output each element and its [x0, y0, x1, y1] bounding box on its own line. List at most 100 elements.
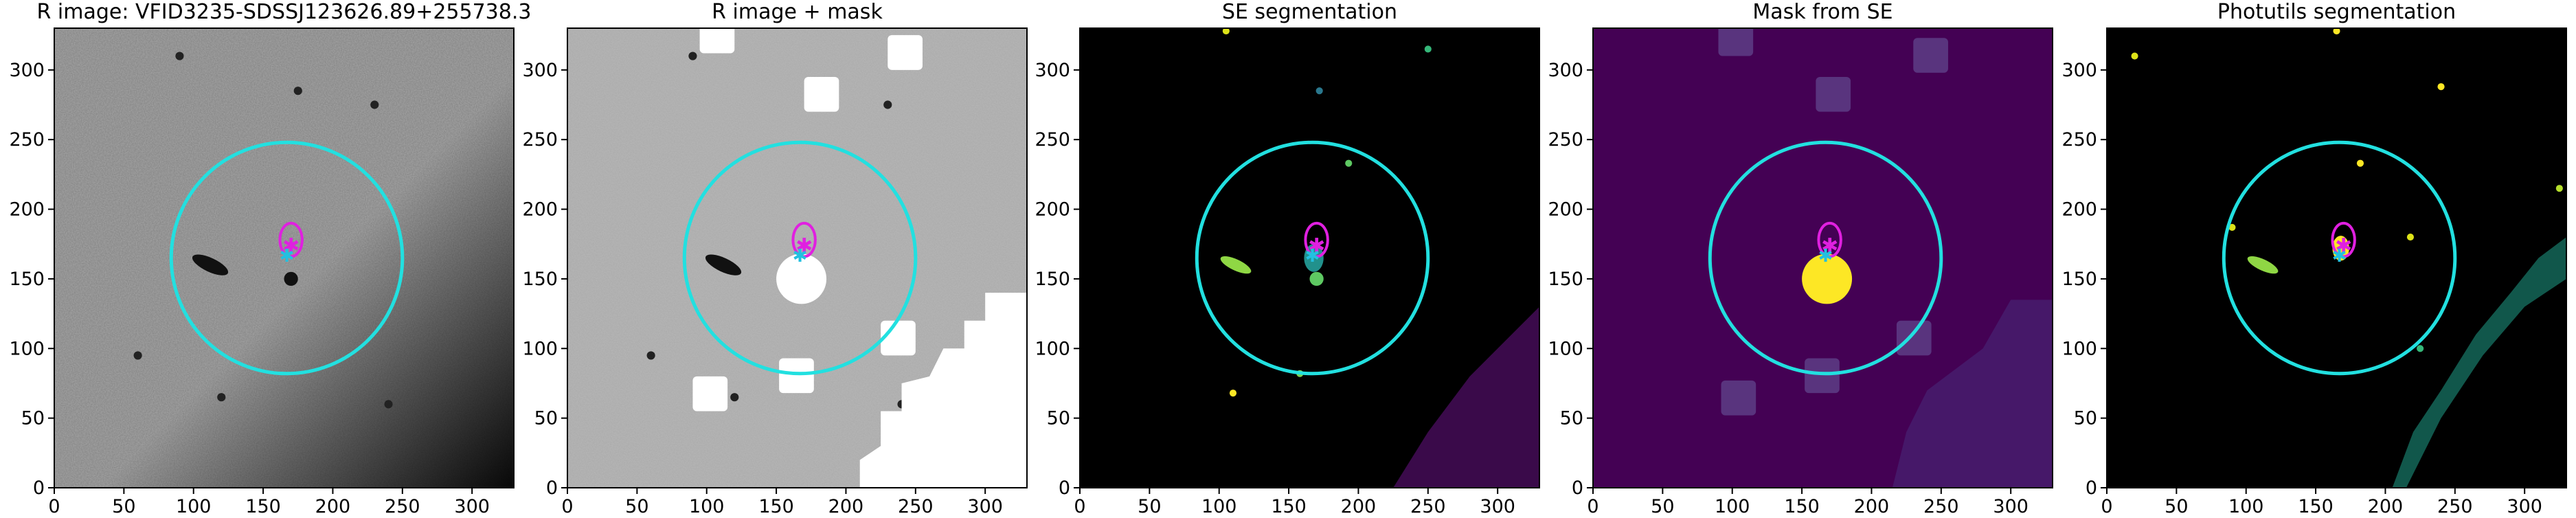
y-tick-label: 250 [1548, 129, 1583, 150]
source [776, 254, 827, 304]
marker: ✱ [1308, 234, 1325, 258]
mask-box [804, 76, 839, 112]
x-tick-label: 250 [2437, 496, 2473, 515]
y-tick-label: 300 [1548, 60, 1583, 81]
y-tick-label: 100 [522, 338, 558, 359]
source [1220, 256, 1252, 274]
panel-title: Photutils segmentation [2217, 0, 2456, 24]
source [2555, 185, 2563, 192]
x-tick-label: 100 [2228, 496, 2264, 515]
y-tick-label: 200 [522, 199, 558, 221]
source [2131, 52, 2138, 60]
x-tick-label: 100 [176, 496, 212, 515]
source [1229, 390, 1237, 397]
y-tick-label: 0 [1572, 477, 1583, 499]
x-tick-label: 300 [1480, 496, 1515, 515]
x-tick-label: 100 [1201, 496, 1237, 515]
x-tick-label: 50 [112, 496, 135, 515]
mask-box [881, 320, 916, 356]
source [688, 52, 697, 60]
x-tick-label: 150 [758, 496, 794, 515]
y-tick-label: 150 [2061, 269, 2097, 290]
y-tick-label: 300 [2061, 60, 2097, 81]
x-tick-label: 150 [1271, 496, 1307, 515]
source [705, 254, 742, 275]
mask-box [1805, 358, 1840, 394]
corner-dark [54, 28, 514, 488]
panel-image: ✱✱ [1080, 28, 1539, 488]
x-tick-label: 250 [898, 496, 934, 515]
galaxy-ellipse [278, 221, 304, 258]
x-tick-label: 200 [1341, 496, 1377, 515]
y-tick-label: 150 [1548, 269, 1583, 290]
y-tick-label: 150 [522, 269, 558, 290]
source [217, 393, 226, 402]
y-tick-label: 50 [2074, 408, 2097, 429]
panel-title: Mask from SE [1752, 0, 1893, 24]
y-tick-label: 150 [9, 269, 45, 290]
panel-image: ✱✱ [567, 28, 1027, 488]
marker: ✱ [2335, 234, 2352, 258]
y-tick-label: 0 [1059, 477, 1070, 499]
x-tick-label: 200 [1854, 496, 1890, 515]
segment-region [1393, 306, 1539, 488]
galaxy-ellipse [2331, 221, 2356, 258]
x-tick-label: 250 [1923, 496, 1959, 515]
marker: ✱ [280, 246, 295, 267]
x-tick-label: 150 [1784, 496, 1820, 515]
source [1222, 28, 1230, 35]
panel-title: R image + mask [712, 0, 883, 24]
x-tick-label: 300 [967, 496, 1003, 515]
source [1424, 45, 1432, 53]
y-tick-label: 200 [1035, 199, 1070, 221]
aperture-circle [2222, 140, 2457, 376]
y-tick-label: 300 [9, 60, 45, 81]
aperture-circle [1195, 140, 1430, 376]
source [284, 271, 298, 286]
source [370, 100, 379, 109]
source [2228, 223, 2236, 231]
x-tick-label: 0 [48, 496, 60, 515]
x-tick-label: 100 [689, 496, 725, 515]
marker: ✱ [795, 234, 813, 258]
y-tick-label: 300 [522, 60, 558, 81]
y-tick-label: 50 [1560, 408, 1583, 429]
panel-title: SE segmentation [1222, 0, 1397, 24]
mask-region [1892, 300, 2053, 488]
mask-box [1896, 320, 1932, 356]
x-tick-label: 0 [1074, 496, 1085, 515]
marker: ✱ [1821, 234, 1838, 258]
x-tick-label: 300 [454, 496, 490, 515]
source [133, 351, 142, 360]
mask-box [1718, 28, 1754, 56]
x-tick-label: 150 [245, 496, 281, 515]
x-tick-label: 0 [561, 496, 573, 515]
axes-frame [1079, 27, 1540, 488]
source [1315, 87, 1323, 95]
x-tick-label: 300 [2507, 496, 2542, 515]
x-tick-label: 50 [625, 496, 648, 515]
x-tick-label: 50 [1138, 496, 1161, 515]
y-tick-label: 100 [1035, 338, 1070, 359]
panel-title: R image: VFID3235-SDSSJ123626.89+255738.… [37, 0, 532, 24]
panel-image: ✱✱ [2107, 28, 2566, 488]
x-tick-label: 50 [1651, 496, 1674, 515]
x-tick-label: 50 [2165, 496, 2188, 515]
source [2417, 345, 2424, 352]
mask-box [779, 358, 814, 394]
mask-box [699, 28, 735, 54]
axes-frame [2106, 27, 2567, 488]
source [2406, 234, 2415, 241]
galaxy-ellipse [1817, 221, 1842, 258]
marker: ✱ [2332, 246, 2347, 267]
galaxy-ellipse [1304, 221, 1329, 258]
y-tick-label: 200 [2061, 199, 2097, 221]
source [293, 87, 302, 95]
y-tick-label: 100 [1548, 338, 1583, 359]
y-tick-label: 250 [2061, 129, 2097, 150]
source [175, 52, 184, 60]
aperture-circle [169, 140, 405, 376]
panel-image: ✱✱ [1593, 28, 2053, 488]
y-tick-label: 50 [534, 408, 558, 429]
